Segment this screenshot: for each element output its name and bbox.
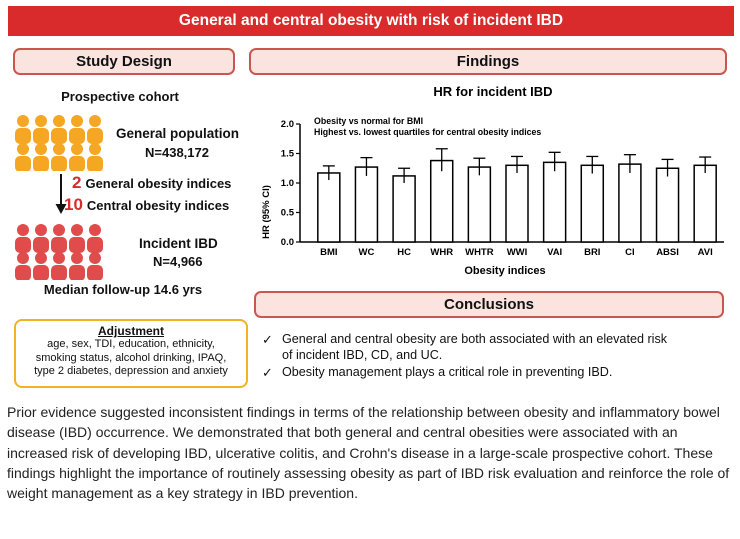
conclusions-list: ✓ General and central obesity are both a… [262, 332, 730, 383]
person-icon [15, 115, 31, 144]
abstract-paragraph: Prior evidence suggested inconsistent fi… [7, 404, 730, 502]
x-tick-label: ABSI [656, 247, 679, 258]
bar [693, 164, 717, 243]
checkmark-icon: ✓ [262, 332, 273, 347]
y-tick-label: 1.5 [281, 149, 295, 160]
x-tick-label: VAI [547, 247, 562, 258]
incident-ibd-people-icon [15, 224, 103, 280]
conclusions-header: Conclusions [254, 291, 724, 318]
adjustment-line: smoking status, alcohol drinking, IPAQ, [35, 351, 227, 364]
y-tick-label: 0.5 [281, 208, 295, 219]
person-icon [33, 115, 49, 144]
conclusion-text: Obesity management plays a critical role… [282, 365, 613, 379]
person-icon [51, 143, 67, 171]
y-tick-label: 0.0 [281, 237, 294, 248]
person-icon [87, 252, 103, 280]
bar [618, 163, 642, 243]
general-population-label: General population [116, 126, 240, 141]
bar [429, 159, 454, 243]
adjustment-line: type 2 diabetes, depression and anxiety [34, 365, 228, 377]
x-tick-label: AVI [698, 247, 713, 258]
study-design-header: Study Design [13, 48, 235, 75]
x-tick-label: WC [359, 247, 375, 258]
x-tick-label: BMI [320, 247, 337, 258]
x-tick-label: HC [397, 247, 411, 258]
adjustment-title: Adjustment [98, 324, 164, 338]
incident-ibd-count: N=4,966 [153, 254, 203, 269]
adjustment-box: Adjustment age, sex, TDI, education, eth… [14, 319, 248, 388]
bar [580, 164, 605, 243]
person-icon [15, 224, 31, 253]
y-axis-label: HR (95% CI) [261, 185, 272, 239]
x-tick-label: WWI [507, 247, 528, 258]
chart-annotation: Highest vs. lowest quartiles for central… [314, 127, 541, 137]
conclusion-text: General and central obesity are both ass… [282, 332, 668, 346]
adjustment-line: age, sex, TDI, education, ethnicity, [47, 338, 215, 350]
bar [317, 172, 341, 243]
person-icon [87, 224, 103, 253]
person-icon [15, 143, 31, 171]
central-indices-number: 10 [64, 195, 83, 214]
person-icon [69, 252, 85, 280]
person-icon [33, 224, 49, 253]
central-indices-line: 10 Central obesity indices [64, 195, 229, 215]
checkmark-icon: ✓ [262, 365, 273, 380]
bar [392, 175, 416, 243]
x-axis-label: Obesity indices [464, 265, 545, 277]
central-indices-label: Central obesity indices [86, 198, 230, 213]
y-tick-label: 1.0 [281, 178, 294, 189]
person-icon [15, 252, 31, 280]
general-population-people-icon [15, 115, 103, 171]
conclusions-header-label: Conclusions [443, 296, 534, 313]
bar [467, 166, 492, 243]
chart-title: HR for incident IBD [433, 84, 552, 99]
person-icon [69, 224, 85, 253]
person-icon [87, 115, 103, 144]
x-tick-label: BRI [584, 247, 600, 258]
x-tick-label: CI [625, 247, 635, 258]
person-icon [69, 143, 85, 171]
chart-annotation: Obesity vs normal for BMI [314, 116, 423, 126]
findings-header-label: Findings [456, 53, 520, 70]
findings-header: Findings [249, 48, 727, 75]
general-population-count: N=438,172 [145, 145, 209, 160]
down-arrow-icon [55, 174, 67, 214]
general-indices-label: General obesity indices [85, 176, 232, 191]
general-indices-number: 2 [72, 173, 82, 192]
incident-ibd-label: Incident IBD [139, 236, 218, 251]
study-design-header-label: Study Design [76, 53, 172, 70]
general-indices-line: 2 General obesity indices [72, 173, 231, 193]
bar [354, 166, 379, 243]
person-icon [33, 143, 49, 171]
conclusion-item: ✓ General and central obesity are both a… [262, 332, 730, 363]
person-icon [33, 252, 49, 280]
person-icon [87, 143, 103, 171]
followup-label: Median follow-up 14.6 yrs [43, 282, 203, 297]
bar [655, 167, 680, 243]
person-icon [69, 115, 85, 144]
x-tick-label: WHTR [465, 247, 494, 258]
person-icon [51, 224, 67, 253]
y-tick-label: 2.0 [281, 119, 294, 130]
conclusion-text: of incident IBD, CD, and UC. [282, 347, 443, 362]
x-tick-label: WHR [430, 247, 453, 258]
title-banner: General and central obesity with risk of… [8, 6, 734, 36]
hr-bar-chart: HR for incident IBD Obesity vs normal fo… [261, 84, 724, 277]
person-icon [51, 252, 67, 280]
bar [542, 161, 567, 243]
bar [505, 164, 529, 243]
conclusion-item: ✓ Obesity management plays a critical ro… [262, 365, 730, 381]
cohort-label: Prospective cohort [61, 89, 179, 104]
person-icon [51, 115, 67, 144]
page-title: General and central obesity with risk of… [178, 12, 564, 29]
